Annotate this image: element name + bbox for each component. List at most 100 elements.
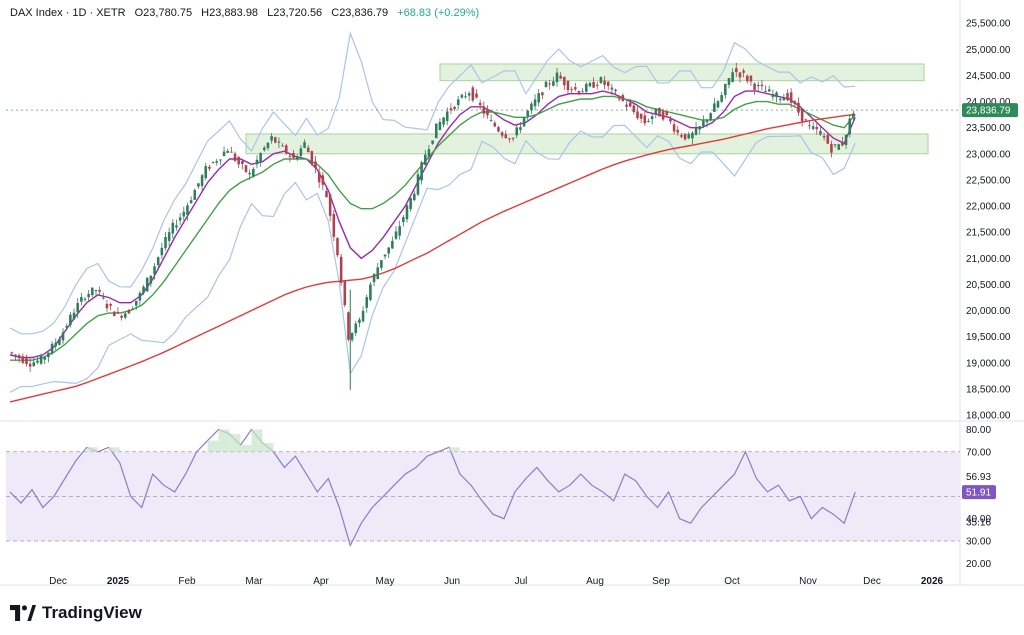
candle-body bbox=[661, 111, 665, 120]
time-tick-label: Jul bbox=[515, 576, 528, 587]
candle-body bbox=[449, 108, 453, 111]
candle-body bbox=[800, 109, 804, 122]
candle-body bbox=[94, 290, 98, 292]
ohlc-low: L23,720.56 bbox=[267, 7, 323, 19]
candle-body bbox=[592, 81, 595, 88]
candle-body bbox=[186, 205, 189, 216]
candle-body bbox=[541, 92, 544, 96]
candle-body bbox=[844, 134, 848, 146]
chart-header: DAX Index · 1D · XETR O23,780.75 H23,883… bbox=[10, 7, 485, 19]
candle-body bbox=[58, 338, 61, 345]
tradingview-logo[interactable]: TradingView bbox=[10, 603, 142, 623]
candle-body bbox=[515, 127, 519, 136]
candle-body bbox=[555, 72, 559, 83]
candle-body bbox=[599, 77, 603, 84]
candle-body bbox=[797, 102, 800, 113]
candle-body bbox=[102, 297, 105, 299]
candle-body bbox=[508, 138, 511, 140]
price-tick-label: 22,000.00 bbox=[966, 202, 1011, 213]
brand-name: TradingView bbox=[42, 603, 142, 622]
candle-body bbox=[270, 136, 273, 141]
candle-body bbox=[614, 89, 617, 92]
candle-body bbox=[394, 231, 398, 239]
candle-body bbox=[14, 354, 17, 356]
candle-body bbox=[383, 254, 387, 257]
candle-body bbox=[584, 83, 588, 92]
symbol-label[interactable]: DAX Index · 1D · XETR bbox=[10, 7, 126, 19]
candle-body bbox=[160, 247, 164, 256]
time-tick-label: Dec bbox=[49, 576, 67, 587]
candle-body bbox=[841, 142, 844, 146]
time-tick-label: May bbox=[376, 576, 395, 587]
candle-body bbox=[420, 162, 423, 181]
candle-body bbox=[808, 125, 811, 127]
candle-body bbox=[376, 267, 380, 280]
candle-body bbox=[595, 84, 599, 86]
candle-body bbox=[295, 156, 299, 160]
candle-body bbox=[753, 83, 756, 90]
candle-body bbox=[588, 82, 592, 87]
time-tick-label: Jun bbox=[444, 576, 460, 587]
candle-body bbox=[339, 256, 343, 283]
candle-body bbox=[61, 332, 65, 341]
candle-body bbox=[852, 113, 855, 118]
time-tick-label: 2025 bbox=[107, 576, 130, 587]
candle-body bbox=[281, 145, 284, 147]
candle-body bbox=[405, 205, 409, 220]
candle-body bbox=[134, 300, 138, 306]
candle-body bbox=[284, 145, 288, 154]
candle-body bbox=[683, 133, 687, 140]
candle-body bbox=[54, 342, 58, 347]
candle-body bbox=[241, 161, 244, 165]
price-tick-label: 22,500.00 bbox=[966, 175, 1011, 186]
candle-body bbox=[409, 197, 412, 210]
candle-body bbox=[398, 226, 401, 236]
candle-body bbox=[705, 119, 709, 123]
candle-body bbox=[445, 111, 449, 122]
candle-body bbox=[171, 222, 175, 234]
candle-body bbox=[606, 81, 610, 87]
candle-body bbox=[464, 96, 467, 98]
candle-body bbox=[654, 108, 658, 114]
candle-body bbox=[830, 144, 833, 153]
rsi-overbought-fill bbox=[86, 447, 98, 452]
candle-body bbox=[39, 356, 43, 364]
candle-body bbox=[504, 134, 508, 138]
candle-body bbox=[350, 332, 354, 340]
candle-body bbox=[116, 311, 120, 313]
ohlc-close: C23,836.79 bbox=[331, 7, 389, 19]
candle-body bbox=[182, 211, 186, 217]
price-tick-label: 25,000.00 bbox=[966, 45, 1011, 56]
candle-body bbox=[724, 83, 727, 96]
candle-body bbox=[358, 319, 361, 323]
rsi-tick-label: 70.00 bbox=[966, 447, 991, 458]
candle-body bbox=[292, 152, 295, 159]
candle-body bbox=[442, 117, 445, 125]
candle-body bbox=[460, 94, 464, 98]
rsi-level-label: 35.16 bbox=[966, 518, 991, 529]
candle-body bbox=[233, 153, 237, 161]
rsi-tick-label: 80.00 bbox=[966, 425, 991, 436]
candle-body bbox=[178, 217, 182, 221]
rsi-overbought-fill bbox=[449, 447, 461, 452]
ohlc-high: H23,883.98 bbox=[201, 7, 259, 19]
zone-box-2 bbox=[245, 133, 929, 155]
candle-body bbox=[786, 93, 789, 101]
candle-body bbox=[145, 277, 149, 292]
candle-body bbox=[87, 294, 90, 298]
candle-body bbox=[21, 356, 25, 363]
candle-body bbox=[676, 129, 680, 133]
ohlc-change: +68.83 (+0.29%) bbox=[397, 7, 480, 19]
candle-body bbox=[80, 297, 83, 302]
candle-body bbox=[497, 127, 500, 132]
candle-body bbox=[698, 126, 701, 130]
candle-body bbox=[628, 102, 632, 107]
ohlc-open: O23,780.75 bbox=[134, 7, 193, 19]
candle-body bbox=[105, 304, 109, 309]
candle-body bbox=[672, 124, 676, 132]
candle-body bbox=[789, 92, 793, 103]
candles-group bbox=[10, 62, 855, 373]
candle-body bbox=[782, 97, 786, 101]
candle-body bbox=[131, 308, 134, 310]
